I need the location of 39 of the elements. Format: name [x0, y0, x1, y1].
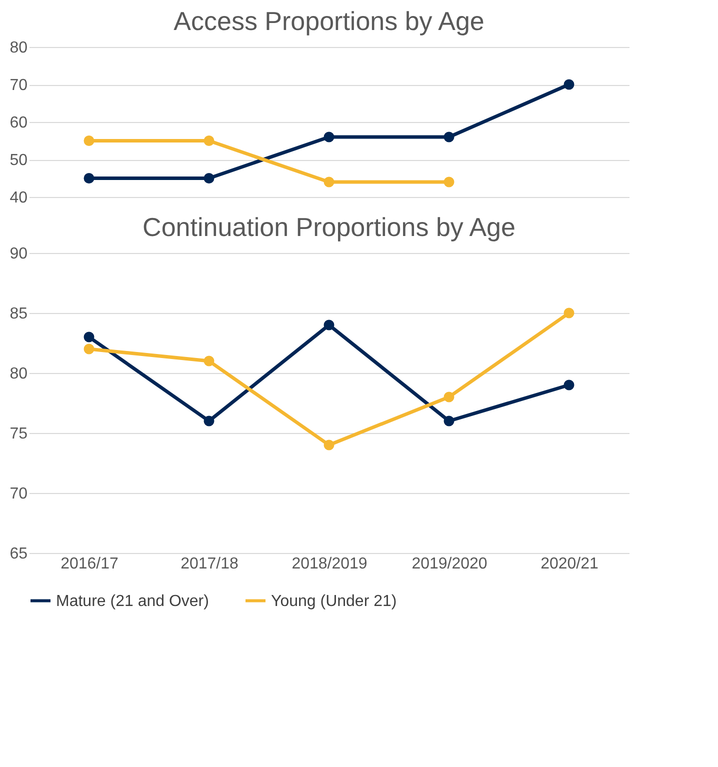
point [204, 356, 214, 366]
y-tick-label: 80 [10, 40, 28, 56]
chart-title: Continuation Proportions by Age [142, 212, 516, 242]
y-tick-label: 90 [10, 246, 28, 262]
point [204, 136, 214, 146]
y-tick-label: 70 [10, 486, 28, 502]
y-tick-label: 70 [10, 77, 28, 94]
y-tick-label: 65 [10, 546, 28, 562]
y-tick-label: 75 [10, 426, 28, 442]
point [84, 136, 94, 146]
point [444, 176, 454, 188]
point [444, 416, 454, 426]
x-tick-label: 2017/18 [180, 556, 239, 572]
chart-title: Access Proportions by Age [174, 6, 484, 36]
point [84, 344, 94, 354]
legend-label: Young (Under 21) [271, 592, 397, 610]
y-tick-label: 40 [10, 190, 28, 206]
point [204, 416, 214, 426]
y-tick-label: 85 [10, 306, 28, 322]
x-tick-label: 2018/2019 [292, 556, 368, 572]
point [444, 132, 454, 142]
point [324, 320, 334, 330]
x-tick-label: 2019/2020 [412, 556, 488, 572]
x-tick-label: 2020/21 [540, 556, 599, 572]
point [204, 173, 214, 184]
point [84, 173, 94, 184]
point [564, 79, 574, 90]
point [324, 176, 334, 188]
point [444, 392, 454, 402]
point [324, 132, 334, 142]
y-tick-label: 50 [10, 152, 28, 169]
y-tick-label: 60 [10, 114, 28, 132]
x-tick-label: 2016/17 [60, 556, 119, 572]
legend-label: Mature (21 and Over) [56, 592, 209, 610]
point [564, 380, 574, 390]
point [324, 440, 334, 450]
y-tick-label: 80 [10, 366, 28, 382]
point [84, 332, 94, 342]
point [564, 308, 574, 318]
